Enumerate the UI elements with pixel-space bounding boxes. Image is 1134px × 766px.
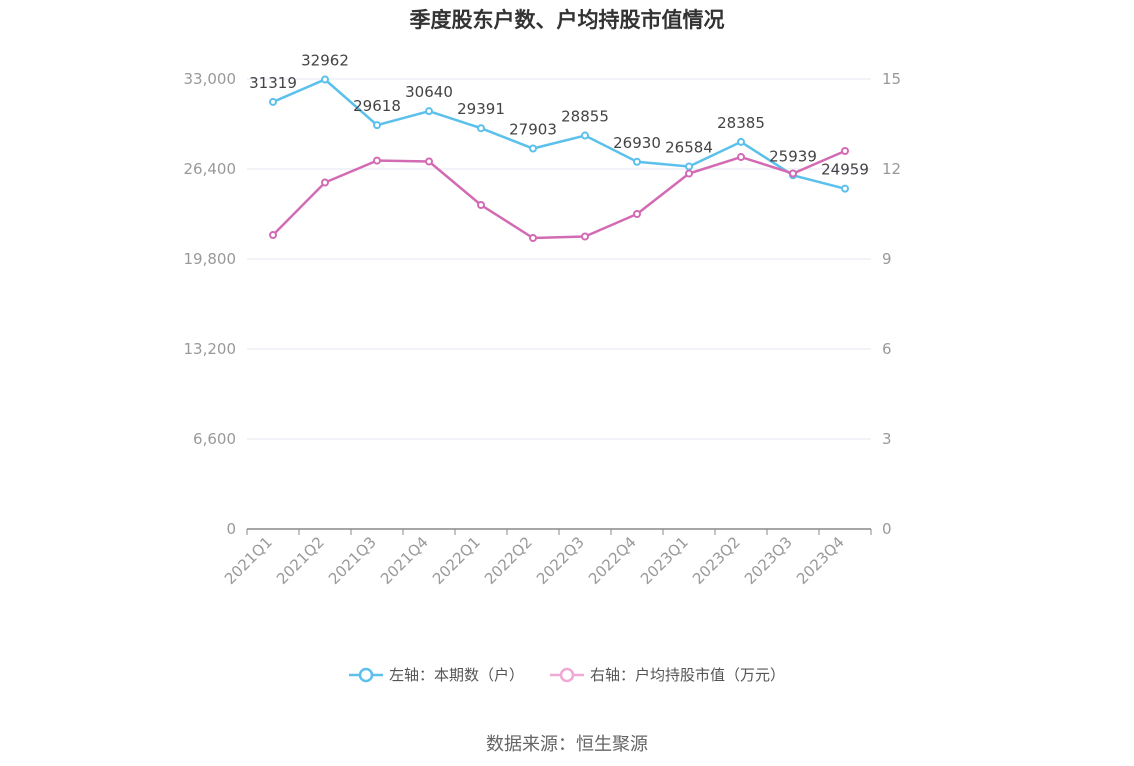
data-label: 25939 — [769, 147, 817, 165]
right-tick-label: 12 — [882, 160, 901, 178]
data-point-left — [529, 144, 537, 153]
data-point-left — [737, 137, 745, 146]
data-label: 28385 — [717, 114, 765, 132]
legend-swatch-left-icon — [348, 667, 383, 682]
data-label: 24959 — [821, 161, 869, 179]
data-point-right — [685, 169, 693, 178]
x-tick-label: 2022Q2 — [481, 533, 536, 588]
data-point-right — [269, 231, 277, 239]
data-point-left — [477, 124, 485, 133]
right-tick-label: 6 — [882, 340, 892, 358]
data-label: 28855 — [561, 108, 609, 126]
data-label: 29391 — [457, 100, 505, 118]
x-tick-label: 2023Q1 — [637, 533, 692, 588]
data-point-right — [581, 232, 589, 241]
right-tick-label: 0 — [882, 520, 892, 538]
data-point-right — [633, 210, 641, 218]
data-point-right — [789, 169, 797, 178]
left-tick-label: 26,400 — [184, 160, 237, 178]
source-note: 数据来源：恒生聚源 — [486, 734, 648, 755]
legend: 左轴：本期数（户） 右轴：户均持股市值（万元） — [0, 664, 1134, 685]
x-tick-label: 2023Q3 — [741, 533, 796, 588]
x-tick-label: 2021Q4 — [377, 533, 432, 588]
data-label: 26584 — [665, 138, 713, 156]
series-line-left — [272, 78, 846, 190]
x-tick-label: 2023Q2 — [689, 533, 744, 588]
right-tick-label: 9 — [882, 250, 892, 268]
data-point-right — [425, 157, 433, 166]
data-point-left — [581, 131, 589, 140]
right-tick-label: 3 — [882, 430, 892, 448]
legend-label-left: 左轴：本期数（户） — [388, 666, 524, 684]
data-point-right — [737, 153, 745, 161]
data-label: 29618 — [353, 97, 401, 115]
data-point-left — [685, 162, 693, 171]
data-point-right — [477, 201, 485, 209]
data-point-left — [321, 75, 329, 84]
data-label: 31319 — [249, 74, 297, 92]
x-tick-label: 2023Q4 — [793, 533, 848, 588]
data-point-left — [633, 157, 641, 166]
chart-title: 季度股东户数、户均持股市值情况 — [409, 8, 725, 32]
x-tick-label: 2021Q1 — [221, 533, 276, 588]
left-tick-label: 0 — [226, 520, 236, 538]
left-tick-label: 19,800 — [184, 250, 237, 268]
legend-label-right: 右轴：户均持股市值（万元） — [590, 666, 786, 684]
data-label: 30640 — [405, 83, 453, 101]
right-tick-label: 15 — [882, 70, 901, 88]
data-point-right — [321, 178, 329, 187]
x-tick-label: 2021Q3 — [325, 533, 380, 588]
left-tick-label: 33,000 — [184, 70, 237, 88]
data-point-right — [373, 156, 381, 165]
data-point-right — [841, 147, 849, 155]
data-label: 32962 — [301, 52, 349, 70]
x-tick-label: 2021Q2 — [273, 533, 328, 588]
series-line-right — [272, 149, 846, 240]
legend-swatch-right-icon — [550, 667, 584, 682]
x-tick-label: 2022Q1 — [429, 533, 484, 588]
data-point-left — [425, 107, 433, 116]
left-tick-label: 13,200 — [184, 340, 237, 358]
x-tick-label: 2022Q4 — [585, 533, 640, 588]
data-label: 27903 — [509, 121, 557, 139]
data-label: 26930 — [613, 134, 661, 152]
data-point-left — [841, 184, 849, 193]
left-tick-label: 6,600 — [193, 430, 236, 448]
data-point-left — [269, 97, 277, 106]
x-tick-label: 2022Q3 — [533, 533, 588, 588]
legend-item-right[interactable]: 右轴：户均持股市值（万元） — [550, 664, 785, 685]
data-point-left — [373, 121, 381, 130]
data-point-right — [529, 234, 537, 242]
legend-item-left[interactable]: 左轴：本期数（户） — [348, 664, 524, 685]
